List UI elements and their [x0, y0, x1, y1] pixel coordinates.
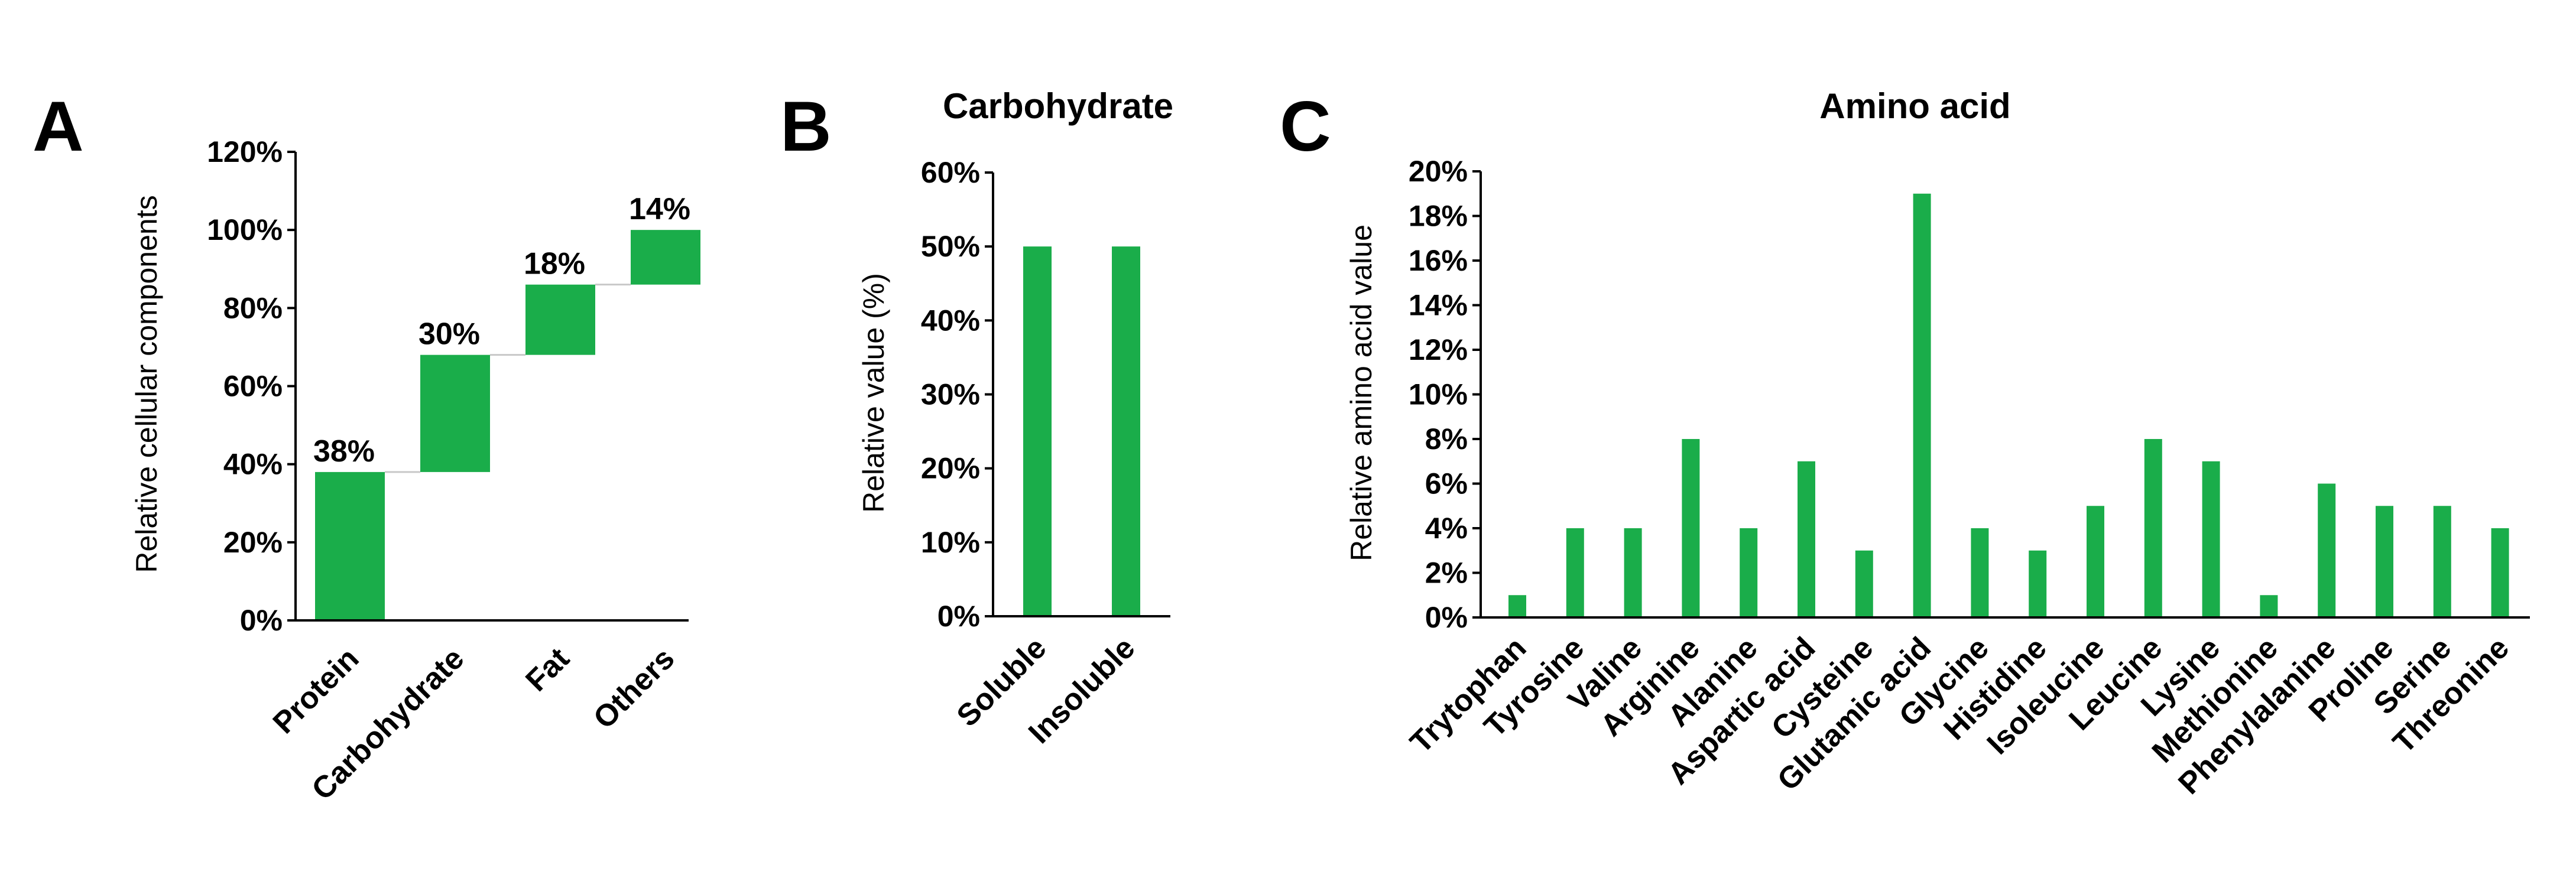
- panel-a-ytick-label: 120%: [207, 135, 283, 168]
- panel-c-ytick-label: 18%: [1409, 200, 1468, 233]
- panel-a-bar: [525, 284, 595, 355]
- panel-b-ytick-label: 60%: [921, 156, 980, 189]
- panel-a-category-label: Others: [587, 641, 682, 736]
- panel-c-ytick-label: 16%: [1409, 244, 1468, 277]
- panel-a-ytick-label: 40%: [223, 448, 283, 481]
- panel-b-title: Carbohydrate: [943, 86, 1173, 126]
- panel-a-category-label: Fat: [519, 641, 576, 698]
- panel-c-bar: [1913, 193, 1931, 617]
- panel-c-bar: [2029, 550, 2047, 617]
- panel-c-bar: [1855, 550, 1873, 617]
- panel-b-ytick-label: 0%: [937, 600, 980, 633]
- panel-a-data-label: 18%: [524, 247, 585, 281]
- panel-b: B Carbohydrate Relative value (%) 0% 10% 2…: [780, 86, 1173, 750]
- panel-c-ytick-label: 0%: [1425, 601, 1468, 634]
- panel-b-ytick-label: 40%: [921, 304, 980, 337]
- panel-c-bar: [2260, 595, 2278, 617]
- panel-c: C Amino acid Relative amino acid value 0…: [1280, 86, 2530, 801]
- panel-c-bar: [2202, 461, 2220, 617]
- panel-c-bar: [1566, 528, 1584, 617]
- panel-c-ytick-label: 20%: [1409, 155, 1468, 188]
- panel-b-bar: [1023, 246, 1052, 617]
- panel-a-bar: [631, 230, 700, 285]
- panel-b-ytick-label: 20%: [921, 452, 980, 485]
- panel-c-bar: [2433, 506, 2451, 617]
- panel-letter-b: B: [780, 87, 832, 166]
- panel-c-bar: [2318, 483, 2336, 617]
- panel-c-bar: [2144, 439, 2162, 617]
- panel-a-ytick-label: 80%: [223, 291, 283, 324]
- panel-c-ytick-label: 10%: [1409, 378, 1468, 411]
- panel-c-bar: [2491, 528, 2509, 617]
- panel-a-data-label: 30%: [418, 317, 480, 352]
- panel-c-bar: [1740, 528, 1758, 617]
- panel-c-ytick-label: 4%: [1425, 512, 1468, 545]
- panel-c-bar: [1798, 461, 1815, 617]
- panel-c-ytick-label: 2%: [1425, 557, 1468, 590]
- panel-c-ytick-label: 6%: [1425, 467, 1468, 500]
- panel-c-title: Amino acid: [1819, 86, 2010, 126]
- panel-c-ytick-label: 8%: [1425, 422, 1468, 456]
- panel-a-bar: [420, 355, 490, 472]
- panel-letter-a: A: [33, 87, 84, 166]
- panel-c-bar: [1624, 528, 1642, 617]
- panel-a-data-label: 14%: [629, 192, 690, 226]
- panel-a-ytick-label: 0%: [240, 604, 283, 637]
- panel-a-ytick-label: 100%: [207, 213, 283, 246]
- panel-b-ytick-label: 10%: [921, 526, 980, 559]
- panel-c-bar: [2376, 506, 2393, 617]
- panel-a: A Relative cellular components 0% 20% 40% 6…: [33, 87, 700, 807]
- panel-a-bar: [315, 471, 385, 620]
- panel-c-bar: [1682, 439, 1700, 617]
- panel-c-ytick-label: 14%: [1409, 289, 1468, 322]
- panel-letter-c: C: [1280, 87, 1331, 166]
- panel-a-data-label: 38%: [313, 434, 375, 469]
- panel-c-bar: [1508, 595, 1526, 617]
- panel-a-ytick-label: 20%: [223, 526, 283, 559]
- panel-b-ylabel: Relative value (%): [857, 273, 890, 513]
- panel-c-bar: [2087, 506, 2104, 617]
- panel-c-ylabel: Relative amino acid value: [1345, 225, 1378, 561]
- panel-b-ytick-label: 50%: [921, 230, 980, 263]
- panel-b-bar: [1112, 246, 1140, 617]
- panel-a-category-label: Protein: [267, 641, 366, 740]
- panel-c-ytick-label: 12%: [1409, 333, 1468, 366]
- panel-b-ytick-label: 30%: [921, 378, 980, 411]
- panel-c-bar: [1971, 528, 1989, 617]
- panel-a-ylabel: Relative cellular components: [130, 195, 163, 573]
- panel-a-ytick-label: 60%: [223, 370, 283, 403]
